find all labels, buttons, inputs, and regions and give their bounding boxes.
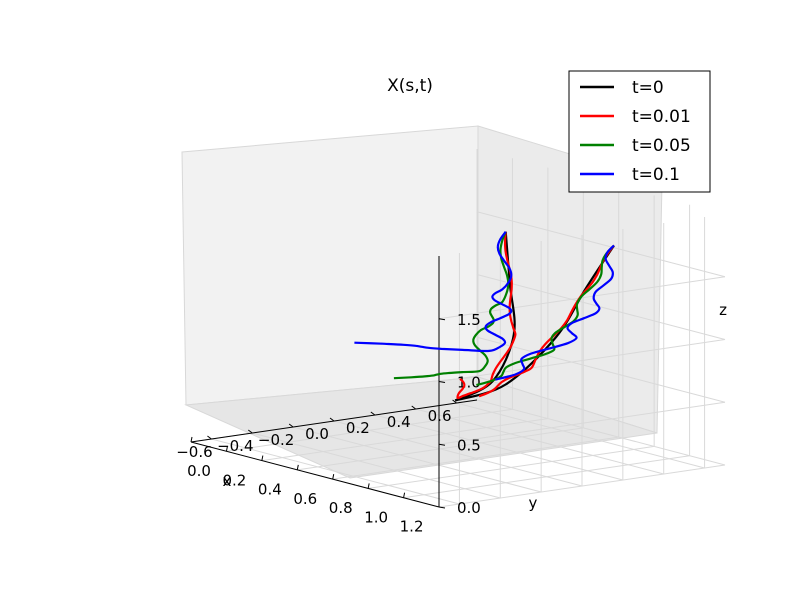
- grid-line: [476, 336, 726, 403]
- grid-line: [226, 408, 513, 452]
- grid-line: [403, 455, 690, 499]
- x-tick-label: −0.2: [258, 431, 294, 449]
- legend-label: t=0.1: [632, 165, 680, 185]
- z-tick-label: 0.5: [457, 436, 481, 454]
- y-tick-label: 0.2: [222, 471, 246, 489]
- z-tick-label: 1.5: [457, 311, 481, 329]
- grid-line: [297, 427, 584, 471]
- x-tick: [247, 429, 253, 434]
- chart-title: X(s,t): [387, 76, 433, 96]
- y-tick-label: 0.0: [187, 462, 211, 480]
- series-line-t=0.1-strand-2: [495, 244, 615, 381]
- x-tick-label: −0.6: [176, 443, 212, 461]
- series-line-t=0.05-strand-2: [476, 244, 615, 387]
- z-tick-label: 0.0: [457, 499, 481, 517]
- z-tick: [438, 443, 446, 446]
- y-tick-label: 0.8: [329, 499, 353, 517]
- grid-line: [415, 408, 664, 475]
- grid-line: [261, 418, 548, 462]
- grid-line: [438, 401, 726, 445]
- x-tick: [411, 405, 417, 410]
- grid-line: [332, 436, 619, 480]
- grid-line: [293, 426, 542, 493]
- series-layer: [354, 231, 615, 402]
- z-tick: [438, 506, 446, 509]
- series-line-t=0.1: [354, 231, 513, 353]
- z-tick: [438, 318, 446, 321]
- grid-line: [476, 399, 726, 466]
- y-tick: [296, 464, 299, 470]
- x-tick-label: 0.6: [428, 407, 452, 425]
- legend-box: [568, 70, 711, 193]
- grid-line: [456, 402, 705, 469]
- x-tick: [288, 423, 294, 428]
- x-tick: [452, 399, 457, 404]
- legend: t=0 t=0.01 t=0.05 t=0.1: [568, 70, 711, 193]
- y-tick-label: 0.6: [293, 490, 317, 508]
- y-tick: [225, 446, 228, 452]
- x-tick-label: 0.2: [346, 419, 370, 437]
- x-tick: [370, 411, 376, 416]
- y-tick-label: 1.2: [400, 518, 424, 536]
- y-tick: [367, 483, 370, 489]
- grid-line: [368, 445, 655, 489]
- y-tick-label: 1.0: [364, 508, 388, 526]
- legend-label: t=0: [632, 78, 664, 98]
- grid-lines: [190, 149, 726, 508]
- z-tick-label: 1.0: [457, 374, 481, 392]
- grid-line: [333, 420, 583, 487]
- y-tick: [190, 436, 193, 443]
- y-tick: [261, 455, 264, 461]
- series-line-t=0.05: [393, 231, 510, 380]
- z-axis-label: z: [719, 301, 727, 319]
- grid-line: [476, 274, 726, 340]
- grid-line: [374, 414, 623, 481]
- y-axis-line: [190, 441, 440, 508]
- y-tick: [403, 492, 406, 498]
- legend-label: t=0.05: [632, 136, 691, 156]
- y-tick-label: 0.4: [258, 481, 282, 499]
- legend-label: t=0.01: [632, 107, 691, 127]
- grid-line: [252, 432, 501, 499]
- x-tick-label: 0.4: [387, 413, 411, 431]
- tick-labels: −0.6 −0.4 −0.2 0.0 0.2 0.4 0.6 0.0 0.2 0.4 0.6 0.8 1…: [176, 311, 481, 536]
- back-left-pane: [181, 125, 479, 406]
- x-tick: [329, 417, 335, 422]
- z-tick: [438, 381, 446, 383]
- grid-line: [211, 438, 460, 505]
- grid-line: [438, 276, 726, 320]
- grid-line: [438, 464, 726, 508]
- x-tick-label: 0.0: [305, 425, 329, 443]
- tick-marks: [190, 318, 457, 509]
- x-tick-label: −0.4: [217, 437, 253, 455]
- x-tick: [207, 435, 212, 440]
- grid-line: [438, 339, 726, 382]
- y-axis-label: y: [529, 494, 538, 512]
- grid-line: [476, 211, 726, 278]
- y-tick: [332, 474, 335, 480]
- x-axis-label: x: [223, 472, 232, 490]
